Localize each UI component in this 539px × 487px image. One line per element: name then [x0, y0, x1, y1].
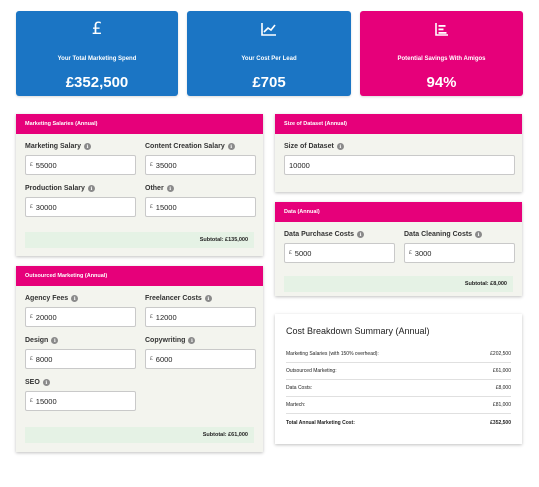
summary-row-value: £202,500: [490, 351, 511, 357]
summary-row-value: £352,500: [490, 419, 511, 426]
input-value: 15000: [155, 202, 177, 212]
info-icon[interactable]: i: [475, 231, 483, 238]
summary-row-label: Outsourced Marketing:: [286, 368, 337, 374]
info-icon[interactable]: i: [84, 143, 92, 150]
panel-title: Size of Dataset (Annual): [275, 114, 522, 134]
currency-symbol: £: [30, 162, 33, 168]
currency-symbol: £: [289, 250, 292, 256]
info-icon[interactable]: i: [166, 185, 174, 192]
line-chart-icon: [187, 20, 351, 38]
copywriting-input[interactable]: £6000: [145, 349, 256, 369]
marketing-salaries-panel: Marketing Salaries (Annual) Marketing Sa…: [16, 114, 263, 256]
kpi-label: Your Cost Per Lead: [241, 56, 297, 62]
kpi-potential-savings: Potential Savings With Amigos 94%: [360, 11, 523, 96]
kpi-value: £705: [252, 74, 286, 91]
dataset-size-panel: Size of Dataset (Annual) Size of Dataset…: [275, 114, 522, 192]
kpi-cost-per-lead: Your Cost Per Lead £705: [187, 11, 351, 96]
design-input[interactable]: £8000: [25, 349, 136, 369]
summary-row-value: £81,000: [492, 402, 511, 408]
summary-row: Marketing Salaries (with 150% overhead):…: [286, 346, 511, 363]
field-label: SEO: [25, 379, 40, 386]
info-icon[interactable]: i: [71, 295, 79, 302]
currency-symbol: £: [150, 314, 153, 320]
kpi-total-spend: £ Your Total Marketing Spend £352,500: [16, 11, 178, 96]
agency-fees-input[interactable]: £20000: [25, 307, 136, 327]
summary-title: Cost Breakdown Summary (Annual): [286, 326, 430, 336]
content-creation-salary-input[interactable]: £35000: [145, 155, 256, 175]
field-label: Design: [25, 337, 49, 344]
info-icon[interactable]: i: [336, 143, 344, 150]
field-label: Copywriting: [145, 337, 186, 344]
kpi-label: Potential Savings With Amigos: [397, 56, 486, 62]
field-label: Freelancer Costs: [145, 295, 202, 302]
panel-title: Outsourced Marketing (Annual): [16, 266, 263, 286]
summary-row-value: £8,000: [495, 385, 511, 391]
data-panel: Data (Annual) Data Purchase Costs i £5000…: [275, 202, 522, 296]
summary-row: Martech: £81,000: [286, 397, 511, 414]
input-value: 6000: [155, 354, 173, 364]
input-value: 15000: [35, 396, 57, 406]
kpi-value: £352,500: [65, 74, 129, 91]
field-label: Size of Dataset: [284, 143, 334, 150]
field-label: Data Cleaning Costs: [404, 231, 473, 238]
data-subtotal: Subtotal: £8,000: [284, 276, 513, 292]
kpi-value: 94%: [426, 74, 457, 91]
seo-input[interactable]: £15000: [25, 391, 136, 411]
field-label: Content Creation Salary: [145, 143, 225, 150]
field-label: Agency Fees: [25, 295, 69, 302]
currency-symbol: £: [30, 204, 33, 210]
input-value: 8000: [35, 354, 53, 364]
currency-symbol: £: [30, 314, 33, 320]
summary-row-label: Data Costs:: [286, 385, 313, 391]
pound-icon: £: [91, 19, 103, 39]
summary-row: Data Costs: £8,000: [286, 380, 511, 397]
cost-breakdown-summary: Cost Breakdown Summary (Annual) Marketin…: [275, 314, 522, 444]
info-icon[interactable]: i: [42, 379, 50, 386]
other-salary-input[interactable]: £15000: [145, 197, 256, 217]
info-icon[interactable]: i: [204, 295, 212, 302]
panel-title: Data (Annual): [275, 202, 522, 222]
freelancer-costs-input[interactable]: £12000: [145, 307, 256, 327]
info-icon[interactable]: i: [51, 337, 59, 344]
field-label: Data Purchase Costs: [284, 231, 355, 238]
marketing-salary-input[interactable]: £55000: [25, 155, 136, 175]
input-value: 3000: [414, 248, 432, 258]
kpi-label: Your Total Marketing Spend: [57, 56, 137, 62]
currency-symbol: £: [150, 204, 153, 210]
summary-row-label: Total Annual Marketing Cost:: [286, 419, 355, 426]
currency-symbol: £: [30, 398, 33, 404]
summary-total-row: Total Annual Marketing Cost: £352,500: [286, 414, 511, 431]
outsourced-marketing-panel: Outsourced Marketing (Annual) Agency Fee…: [16, 266, 263, 452]
currency-symbol: £: [409, 250, 412, 256]
salaries-subtotal: Subtotal: £135,000: [25, 232, 254, 248]
summary-row-label: Marketing Salaries (with 150% overhead):: [286, 351, 379, 357]
info-icon[interactable]: i: [227, 143, 235, 150]
input-value: 20000: [35, 312, 57, 322]
summary-row-value: £61,000: [492, 368, 511, 374]
bar-chart-icon: [360, 20, 523, 38]
input-value: 10000: [289, 160, 310, 170]
field-label: Marketing Salary: [25, 143, 82, 150]
dataset-size-input[interactable]: 10000: [284, 155, 515, 175]
panel-title: Marketing Salaries (Annual): [16, 114, 263, 134]
summary-row: Outsourced Marketing: £61,000: [286, 363, 511, 380]
input-value: 5000: [294, 248, 312, 258]
production-salary-input[interactable]: £30000: [25, 197, 136, 217]
info-icon[interactable]: i: [357, 231, 365, 238]
summary-row-label: Martech:: [286, 402, 306, 408]
field-label: Other: [145, 185, 164, 192]
input-value: 35000: [155, 160, 177, 170]
field-label: Production Salary: [25, 185, 85, 192]
data-cleaning-costs-input[interactable]: £3000: [404, 243, 515, 263]
currency-symbol: £: [30, 356, 33, 362]
info-icon[interactable]: i: [188, 337, 196, 344]
data-purchase-costs-input[interactable]: £5000: [284, 243, 395, 263]
currency-symbol: £: [150, 162, 153, 168]
input-value: 12000: [155, 312, 177, 322]
currency-symbol: £: [150, 356, 153, 362]
input-value: 30000: [35, 202, 57, 212]
input-value: 55000: [35, 160, 57, 170]
info-icon[interactable]: i: [87, 185, 95, 192]
outsourced-subtotal: Subtotal: £61,000: [25, 427, 254, 443]
